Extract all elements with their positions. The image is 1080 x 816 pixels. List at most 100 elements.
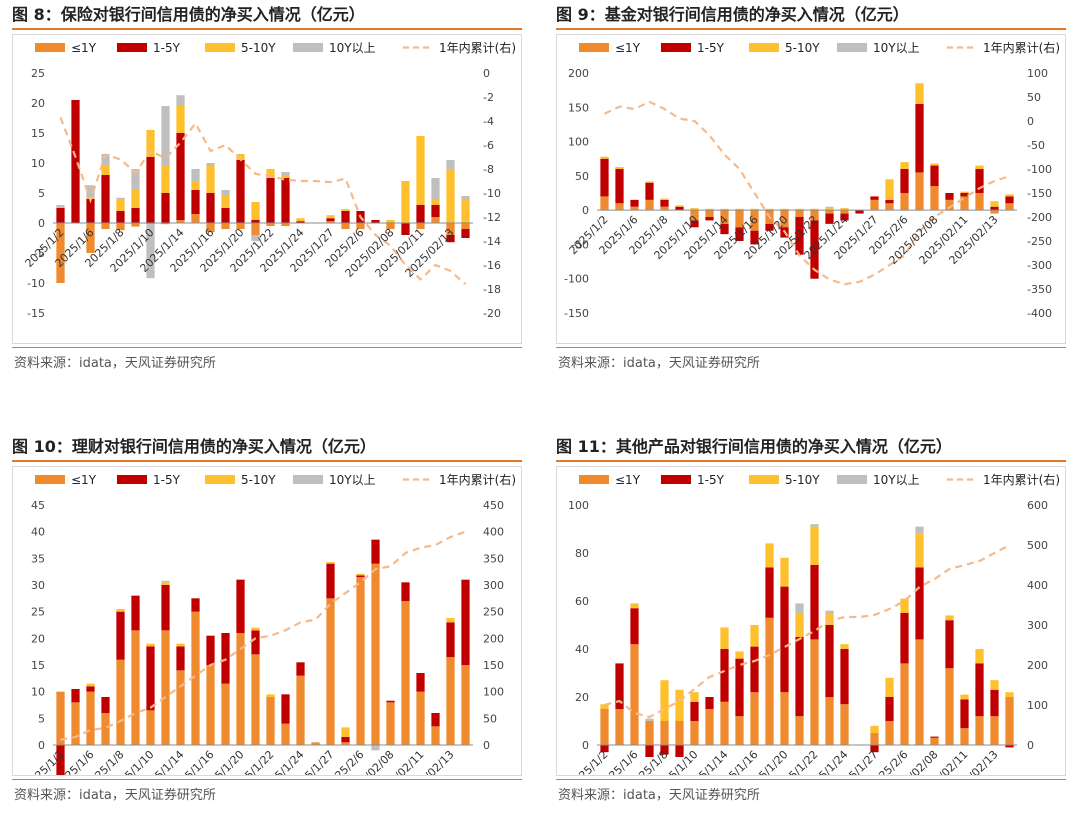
bar-segment [356, 223, 365, 229]
bar-segment [401, 601, 410, 745]
legend-label: 10Y以上 [873, 41, 920, 55]
legend-label: 10Y以上 [329, 41, 376, 55]
chart-frame: ≤1Y 1-5Y 5-10Y 10Y以上 1年内累计(右) -150 -100 -50 0 50 1… [556, 34, 1066, 344]
y2-tick-label: 50 [1027, 91, 1041, 104]
bar-segment [1005, 745, 1014, 748]
bar-segment [116, 223, 125, 231]
bar-segment [810, 639, 819, 745]
bar-segment [251, 627, 260, 631]
bar-segment [206, 635, 215, 665]
bar-segment [161, 223, 170, 225]
y-tick-label: 10 [31, 157, 45, 170]
bar-segment [720, 701, 729, 745]
bar-segment [615, 166, 624, 169]
y-tick-label: 15 [31, 127, 45, 140]
y-tick-label: 15 [31, 659, 45, 672]
bar-segment [945, 193, 954, 200]
bar-segment [885, 203, 894, 211]
bar-segment [840, 208, 849, 211]
y-tick-label: -10 [27, 277, 45, 290]
bar-segment [870, 745, 879, 753]
bar-segment [915, 526, 924, 534]
bar-segment [101, 154, 110, 166]
bar-segment [765, 543, 774, 568]
bar-segment [735, 716, 744, 745]
source-divider [12, 779, 522, 780]
legend-swatch [579, 43, 609, 52]
legend-swatch [837, 43, 867, 52]
legend-label: 1年内累计(右) [439, 472, 516, 487]
source-divider [556, 347, 1066, 348]
bar-segment [116, 611, 125, 660]
bar-segment [461, 229, 470, 238]
bar-segment [600, 745, 609, 753]
y-tick-label: 45 [31, 499, 45, 512]
chart-fig10: ≤1Y 1-5Y 5-10Y 10Y以上 1年内累计(右) 0 5 10 15 20 25 30 35 4… [22, 472, 516, 802]
bar-segment [371, 745, 380, 751]
bar-segment [825, 206, 834, 209]
bar-segment [885, 179, 894, 200]
bar-segment [615, 203, 624, 211]
y2-tick-label: 0 [483, 739, 490, 752]
bar-segment [191, 169, 200, 181]
chart-frame: ≤1Y 1-5Y 5-10Y 10Y以上 1年内累计(右) -15 -10 -5 0 5 10 15 2… [12, 34, 522, 344]
bar-segment [600, 704, 609, 709]
chart-title: 图 9：基金对银行间信用债的净买入情况（亿元） [556, 5, 909, 24]
bar-segment [71, 702, 80, 745]
bar-segment [371, 539, 380, 564]
legend-swatch [205, 475, 235, 484]
y-tick-label: 50 [575, 170, 589, 183]
bar-segment [416, 691, 425, 745]
bar-segment [131, 595, 140, 631]
panel-fig8: 图 8：保险对银行间信用债的净买入情况（亿元） ≤1Y 1-5Y 5-10Y 10Y以… [12, 4, 522, 384]
bar-segment [146, 224, 155, 279]
bar-segment [161, 580, 170, 583]
bar-segment [461, 196, 470, 199]
bar-segment [765, 567, 774, 618]
bar-segment [461, 199, 470, 223]
bar-segment [146, 157, 155, 223]
bar-segment [840, 644, 849, 649]
bar-segment [780, 692, 789, 745]
bar-segment [795, 210, 804, 217]
y-tick-label: -100 [564, 273, 589, 286]
bar-segment [161, 166, 170, 193]
bar-segment [825, 610, 834, 613]
y2-tick-label: 400 [483, 526, 504, 539]
bar-segment [341, 209, 350, 211]
bar-segment [855, 210, 864, 214]
y-tick-label: 40 [575, 643, 589, 656]
bar-segment [416, 673, 425, 692]
bar-segment [600, 156, 609, 159]
bar-segment [840, 213, 849, 221]
bar-segment [600, 196, 609, 211]
bar-segment [296, 675, 305, 745]
bar-segment [765, 208, 774, 211]
y2-tick-label: -300 [1027, 259, 1052, 272]
bar-segment [251, 202, 260, 220]
y2-tick-label: 200 [1027, 659, 1048, 672]
bar-segment [431, 726, 440, 745]
bar-segment [945, 615, 954, 621]
chart-title: 图 11：其他产品对银行间信用债的净买入情况（亿元） [556, 437, 952, 456]
bar-segment [735, 208, 744, 211]
bar-segment [675, 689, 684, 721]
y2-tick-label: -2 [483, 91, 494, 104]
bar-segment [870, 196, 879, 200]
bar-segment [266, 223, 275, 226]
bar-segment [86, 199, 95, 223]
bar-segment [810, 565, 819, 640]
bar-segment [461, 665, 470, 745]
panel-fig10: 图 10：理财对银行间信用债的净买入情况（亿元） ≤1Y 1-5Y 5-10Y 10Y… [12, 436, 522, 816]
y2-tick-label: 600 [1027, 499, 1048, 512]
bar-segment [645, 718, 654, 721]
bar-segment [690, 692, 699, 702]
bar-segment [735, 651, 744, 659]
bar-segment [720, 649, 729, 702]
bar-segment [281, 723, 290, 745]
bar-segment [645, 182, 654, 200]
bar-segment [431, 205, 440, 217]
source-divider [556, 779, 1066, 780]
bar-segment [416, 223, 425, 229]
bar-segment [326, 563, 335, 599]
